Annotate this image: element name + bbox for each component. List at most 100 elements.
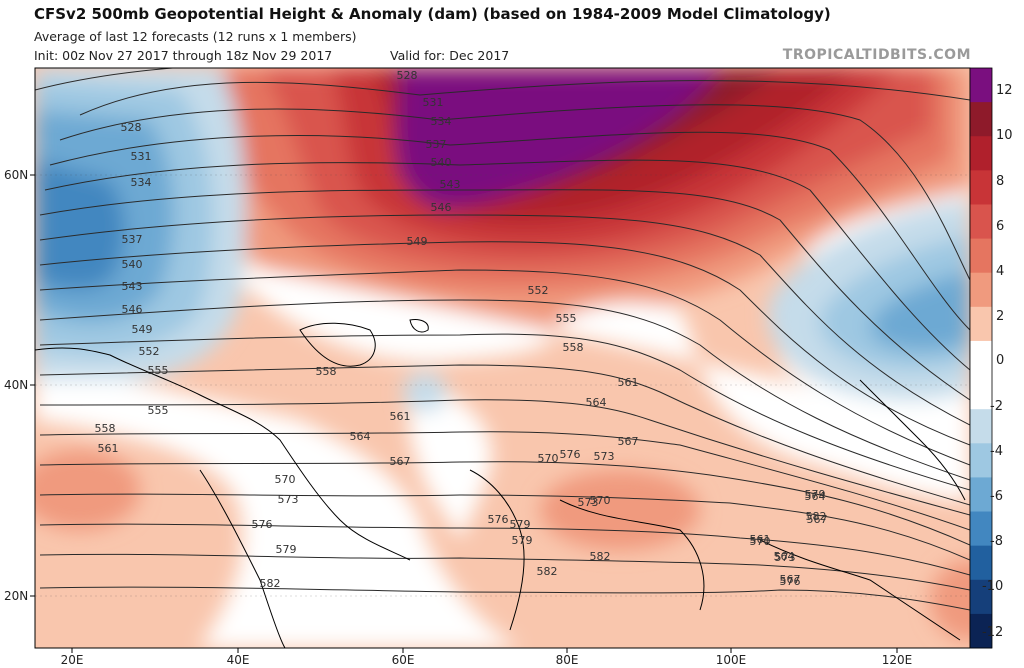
lat-label-20n: 20N [4, 589, 28, 603]
contour-label: 531 [423, 96, 444, 109]
lat-axis: 60N 40N 20N [4, 168, 35, 603]
contour-label: 558 [563, 341, 584, 354]
colorbar-swatch [970, 306, 992, 342]
contour-label: 570 [538, 452, 559, 465]
colorbar-swatch [970, 409, 992, 444]
contour-label: 579 [510, 518, 531, 531]
map-title: CFSv2 500mb Geopotential Height & Anomal… [34, 5, 831, 23]
colorbar-tick: 4 [996, 264, 1004, 279]
lon-label-20e: 20E [61, 653, 84, 667]
colorbar-tick: -8 [990, 534, 1003, 549]
contour-label: 558 [95, 422, 116, 435]
contour-label: 567 [618, 435, 639, 448]
init-time: Init: 00z Nov 27 2017 through 18z Nov 29… [34, 48, 333, 63]
colorbar-swatch [970, 545, 992, 581]
colorbar-frame [969, 67, 993, 649]
lon-label-80e: 80E [556, 653, 579, 667]
contour-label: 576 [560, 448, 581, 461]
contour-label: 564 [774, 550, 795, 563]
colorbar-swatch [970, 204, 992, 240]
contour-label-layer: 5285315345375405435465495525555585615645… [95, 69, 828, 590]
contour-label: 579 [276, 543, 297, 556]
contour-label: 546 [431, 201, 452, 214]
contour-label: 582 [537, 565, 558, 578]
colorbar-swatch [970, 579, 992, 615]
contour-label: 549 [132, 323, 153, 336]
colorbar-swatch [970, 102, 992, 137]
contour-label: 573 [775, 551, 796, 564]
contour-label: 552 [528, 284, 549, 297]
contour-label: 555 [148, 404, 169, 417]
contour-label: 558 [316, 365, 337, 378]
lat-label-40n: 40N [4, 378, 28, 392]
colorbar-tick: 2 [996, 309, 1004, 324]
map-subtitle: Average of last 12 forecasts (12 runs x … [34, 29, 357, 44]
colorbar-tick: -6 [990, 489, 1003, 504]
colorbar-tick: -10 [982, 579, 1003, 594]
contour-label: 540 [431, 156, 452, 169]
contour-label: 540 [122, 258, 143, 271]
contour-label: 561 [750, 533, 771, 546]
contour-label: 534 [131, 176, 152, 189]
colorbar-swatch [970, 68, 992, 103]
contour-label: 564 [805, 490, 826, 503]
contour-label: 564 [586, 396, 607, 409]
contour-label: 546 [122, 303, 143, 316]
contour-label: 543 [122, 280, 143, 293]
contour-label: 555 [148, 364, 169, 377]
contour-label: 579 [512, 534, 533, 547]
lon-label-40e: 40E [227, 653, 250, 667]
contour-label: 537 [426, 138, 447, 151]
contour-label: 555 [556, 312, 577, 325]
contour-label: 570 [590, 494, 611, 507]
colorbar-swatch [970, 136, 992, 171]
lon-label-60e: 60E [392, 653, 415, 667]
colorbar-tick: 6 [996, 219, 1004, 234]
contour-label: 576 [780, 575, 801, 588]
colorbar-swatch [970, 272, 992, 308]
graticule [35, 174, 970, 597]
contour-label: 582 [590, 550, 611, 563]
colorbar-tick: 10 [996, 128, 1013, 143]
colorbar-tick: -12 [982, 625, 1003, 640]
colorbar-swatch [970, 340, 992, 376]
contour-label: 582 [260, 577, 281, 590]
contour-label: 576 [488, 513, 509, 526]
contour-label: 573 [594, 450, 615, 463]
colorbar-tick: -4 [990, 444, 1003, 459]
lon-label-100e: 100E [716, 653, 747, 667]
contour-label: 579 [805, 488, 826, 501]
contour-label: 531 [131, 150, 152, 163]
lon-label-120e: 120E [882, 653, 913, 667]
contour-label: 567 [780, 573, 801, 586]
contour-label: 567 [390, 455, 411, 468]
contour-label: 564 [350, 430, 371, 443]
coastlines [35, 319, 966, 648]
anomaly-field [35, 68, 970, 648]
colorbar-swatch [970, 613, 992, 649]
valid-time: Valid for: Dec 2017 [390, 48, 510, 63]
contour-label: 573 [578, 496, 599, 509]
lon-axis: 20E 40E 60E 80E 100E 120E [61, 648, 913, 667]
colorbar-swatch [970, 443, 992, 478]
contour-label: 549 [407, 235, 428, 248]
contour-label: 582 [806, 510, 827, 523]
contour-label: 576 [252, 518, 273, 531]
colorbar-labels: 12 10 8 6 4 2 0 -2 -4 -6 -8 -10 -12 [982, 83, 1013, 640]
brand-watermark[interactable]: TROPICALTIDBITS.COM [782, 47, 971, 63]
contour-label: 561 [618, 376, 639, 389]
contour-label: 567 [807, 513, 828, 526]
colorbar-tick: -2 [990, 399, 1003, 414]
colorbar-tick: 8 [996, 174, 1004, 189]
colorbar-swatch [970, 477, 992, 513]
contour-label: 561 [98, 442, 119, 455]
contour-label: 543 [440, 178, 461, 191]
colorbar [969, 67, 993, 649]
contour-label: 534 [431, 115, 452, 128]
contour-label: 552 [139, 345, 160, 358]
contour-label: 570 [275, 473, 296, 486]
colorbar-swatch [970, 170, 992, 205]
lat-label-60n: 60N [4, 168, 28, 182]
contour-label: 570 [750, 535, 771, 548]
